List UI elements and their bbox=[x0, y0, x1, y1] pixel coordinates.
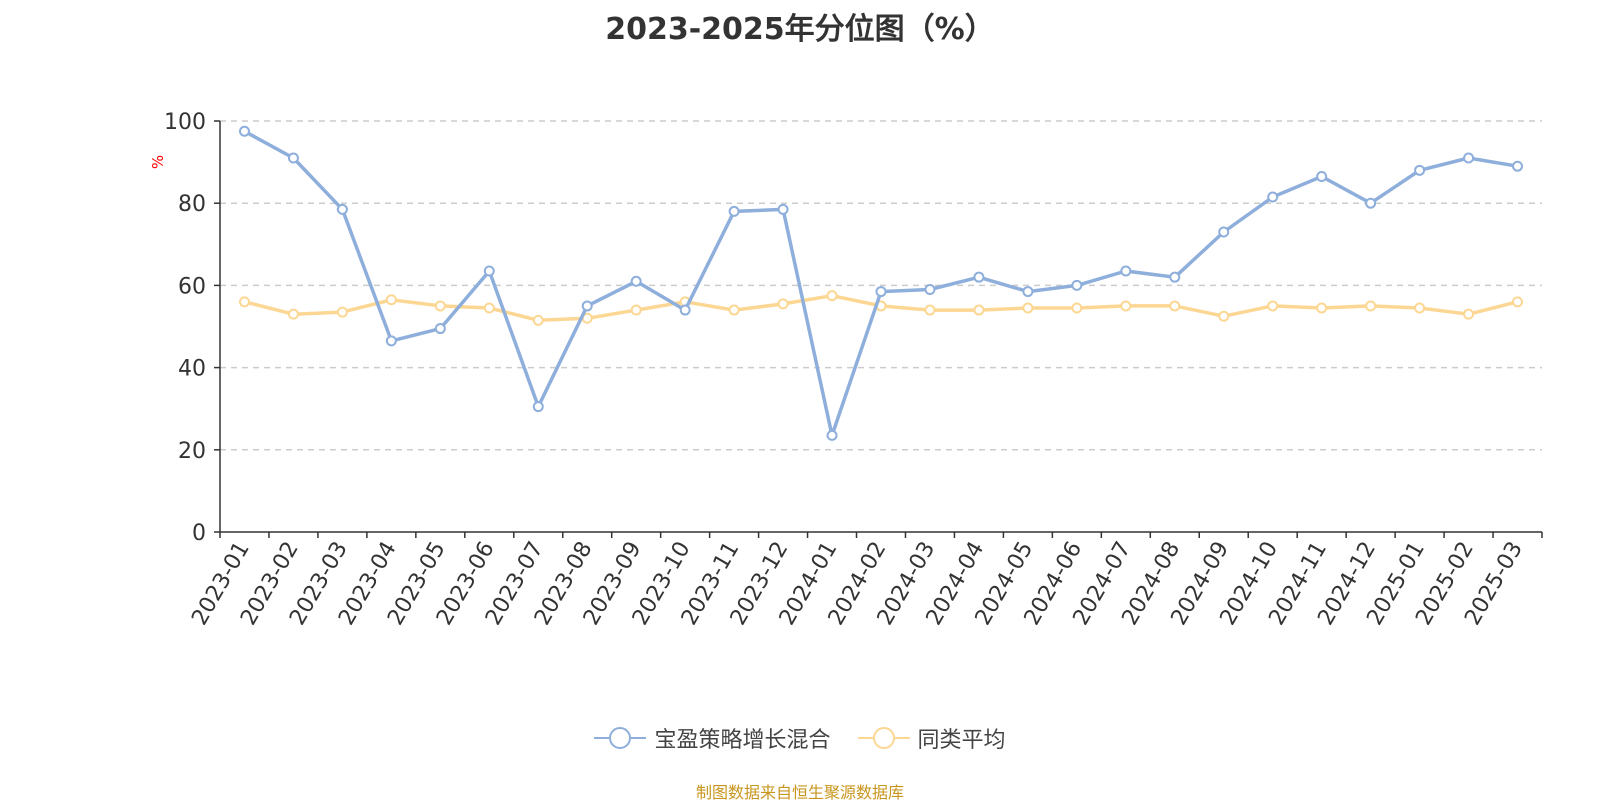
data-point-series-1[interactable] bbox=[777, 203, 789, 215]
data-point-series-1[interactable] bbox=[434, 323, 446, 335]
data-point-series-1[interactable] bbox=[238, 125, 250, 137]
data-point-series-1[interactable] bbox=[826, 429, 838, 441]
y-axis-label: % bbox=[149, 155, 167, 169]
data-point-series-2[interactable] bbox=[238, 296, 250, 308]
data-point-series-2[interactable] bbox=[630, 304, 642, 316]
data-point-series-2[interactable] bbox=[336, 306, 348, 318]
data-point-series-2[interactable] bbox=[1120, 300, 1132, 312]
data-point-series-1[interactable] bbox=[483, 265, 495, 277]
data-point-series-2[interactable] bbox=[1169, 300, 1181, 312]
data-point-series-2[interactable] bbox=[434, 300, 446, 312]
data-point-series-1[interactable] bbox=[1267, 191, 1279, 203]
data-point-series-1[interactable] bbox=[385, 335, 397, 347]
legend: 宝盈策略增长混合 同类平均 bbox=[0, 722, 1600, 756]
data-point-series-1[interactable] bbox=[581, 300, 593, 312]
data-point-series-2[interactable] bbox=[924, 304, 936, 316]
data-point-series-1[interactable] bbox=[1071, 279, 1083, 291]
y-tick-label: 0 bbox=[192, 521, 206, 546]
data-point-series-1[interactable] bbox=[1022, 286, 1034, 298]
data-point-series-2[interactable] bbox=[532, 314, 544, 326]
data-point-series-2[interactable] bbox=[287, 308, 299, 320]
data-point-series-2[interactable] bbox=[385, 294, 397, 306]
data-point-series-2[interactable] bbox=[483, 302, 495, 314]
legend-swatch-series-2 bbox=[857, 726, 910, 750]
data-point-series-1[interactable] bbox=[875, 286, 887, 298]
data-point-series-1[interactable] bbox=[1316, 170, 1328, 182]
y-tick-label: 100 bbox=[164, 110, 206, 135]
data-point-series-2[interactable] bbox=[1218, 310, 1230, 322]
y-tick-label: 20 bbox=[178, 439, 206, 464]
legend-item-series-2[interactable]: 同类平均 bbox=[857, 722, 1006, 754]
data-point-series-1[interactable] bbox=[1365, 197, 1377, 209]
legend-item-series-1[interactable]: 宝盈策略增长混合 bbox=[594, 722, 831, 754]
data-point-series-2[interactable] bbox=[1071, 302, 1083, 314]
data-point-series-1[interactable] bbox=[679, 304, 691, 316]
data-point-series-1[interactable] bbox=[336, 203, 348, 215]
y-tick-label: 40 bbox=[178, 357, 206, 382]
data-point-series-1[interactable] bbox=[973, 271, 985, 283]
legend-swatch-series-1 bbox=[594, 726, 647, 750]
data-point-series-2[interactable] bbox=[826, 290, 838, 302]
data-point-series-2[interactable] bbox=[1512, 296, 1524, 308]
data-point-series-1[interactable] bbox=[924, 284, 936, 296]
chart-title: 2023-2025年分位图（%） bbox=[605, 12, 995, 47]
data-point-series-1[interactable] bbox=[630, 275, 642, 287]
data-point-series-1[interactable] bbox=[1512, 160, 1524, 172]
data-point-series-1[interactable] bbox=[1218, 226, 1230, 238]
data-point-series-1[interactable] bbox=[1463, 152, 1475, 164]
source-note: 制图数据来自恒生聚源数据库 bbox=[695, 783, 904, 802]
data-point-series-1[interactable] bbox=[1120, 265, 1132, 277]
data-point-series-2[interactable] bbox=[1316, 302, 1328, 314]
legend-label-series-1: 宝盈策略增长混合 bbox=[654, 728, 831, 753]
data-point-series-2[interactable] bbox=[973, 304, 985, 316]
data-point-series-1[interactable] bbox=[1414, 164, 1426, 176]
data-point-series-2[interactable] bbox=[1463, 308, 1475, 320]
data-point-series-2[interactable] bbox=[1414, 302, 1426, 314]
data-point-series-2[interactable] bbox=[777, 298, 789, 310]
legend-label-series-2: 同类平均 bbox=[917, 728, 1006, 753]
y-tick-label: 60 bbox=[178, 274, 206, 299]
data-point-series-1[interactable] bbox=[287, 152, 299, 164]
data-point-series-1[interactable] bbox=[532, 401, 544, 413]
data-point-series-1[interactable] bbox=[1169, 271, 1181, 283]
data-point-series-1[interactable] bbox=[728, 205, 740, 217]
data-point-series-2[interactable] bbox=[1022, 302, 1034, 314]
data-point-series-2[interactable] bbox=[1365, 300, 1377, 312]
data-point-series-2[interactable] bbox=[1267, 300, 1279, 312]
y-tick-label: 80 bbox=[178, 192, 206, 217]
data-point-series-2[interactable] bbox=[728, 304, 740, 316]
